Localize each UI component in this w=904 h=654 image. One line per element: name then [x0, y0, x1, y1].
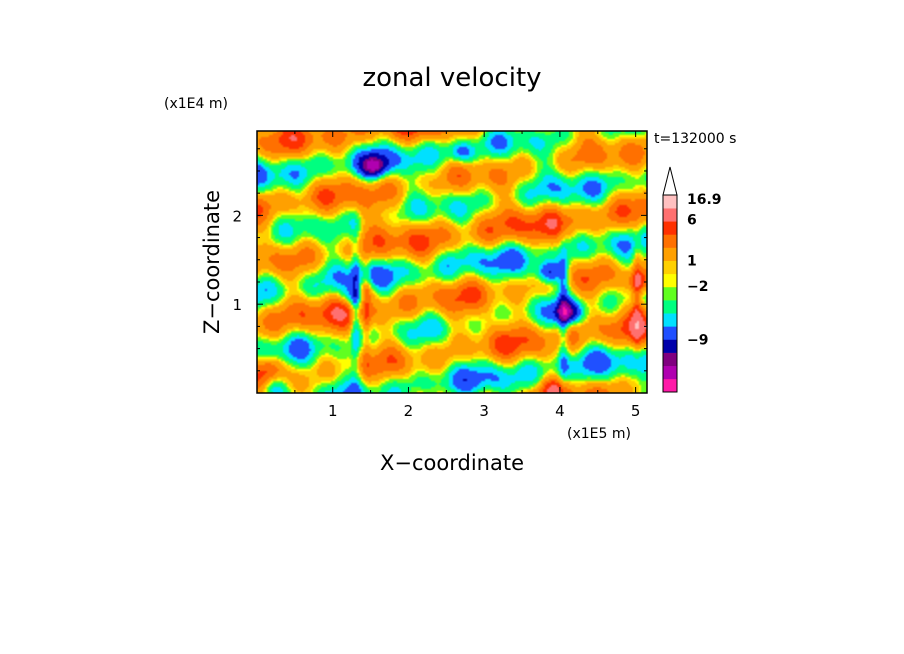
y-axis-label: Z−coordinate — [200, 190, 224, 334]
colorbar-swatch — [663, 313, 677, 327]
time-label: t=132000 s — [654, 131, 736, 147]
colorbar-swatch — [663, 208, 677, 222]
x-tick-label: 5 — [631, 402, 641, 420]
colorbar-swatch — [663, 339, 677, 353]
colorbar-swatch — [663, 286, 677, 301]
chart-title: zonal velocity — [362, 63, 541, 93]
colorbar-swatch — [663, 273, 677, 288]
colorbar-overflow-arrow — [662, 166, 678, 196]
colorbar-label: 16.9 — [687, 192, 722, 208]
x-unit-label: (x1E5 m) — [567, 426, 631, 442]
colorbar-label: −2 — [687, 279, 708, 295]
colorbar-swatch — [663, 260, 677, 275]
y-tick-label: 1 — [232, 296, 242, 314]
colorbar-swatch — [663, 300, 677, 314]
colorbar-label: 1 — [687, 254, 697, 270]
x-axis: 1 2 3 4 5 — [294, 131, 641, 420]
colorbar: 16.9 6 1 −2 −9 — [662, 166, 722, 393]
y-unit-label: (x1E4 m) — [164, 96, 228, 112]
colorbar-swatch — [663, 378, 677, 393]
colorbar-swatch — [663, 365, 677, 380]
y-axis: 12 — [232, 148, 647, 372]
x-tick-label: 4 — [555, 402, 565, 420]
colorbar-frame — [662, 194, 678, 393]
plot-area — [257, 131, 647, 393]
x-tick-label: 3 — [479, 402, 489, 420]
x-axis-label: X−coordinate — [380, 451, 524, 475]
colorbar-label: −9 — [687, 332, 708, 348]
y-tick-label: 2 — [232, 207, 242, 225]
velocity-field — [257, 131, 647, 393]
colorbar-label: 6 — [687, 212, 697, 228]
colorbar-swatch — [663, 326, 677, 340]
x-tick-label: 1 — [328, 402, 338, 420]
colorbar-swatch — [663, 221, 677, 235]
colorbar-swatch — [663, 195, 677, 209]
plot-frame — [256, 130, 648, 394]
colorbar-swatch — [663, 247, 677, 261]
colorbar-swatch — [663, 234, 677, 248]
x-tick-label: 2 — [404, 402, 414, 420]
colorbar-swatch — [663, 352, 677, 367]
